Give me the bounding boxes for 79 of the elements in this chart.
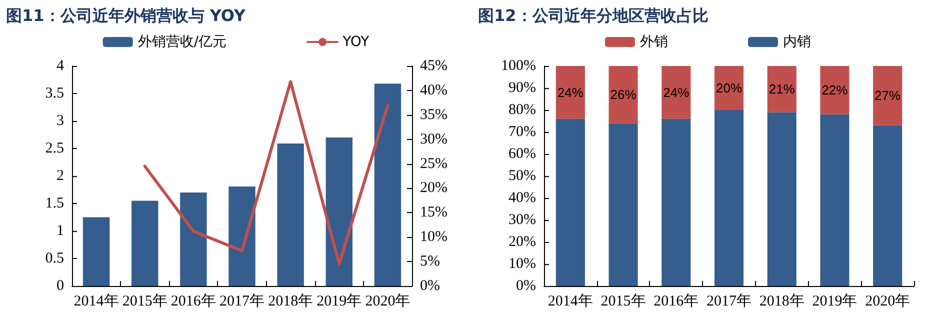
data-label: 20% — [716, 80, 742, 96]
bar — [820, 114, 850, 286]
x-tick-label: 2016年 — [654, 292, 699, 310]
chart-title: 图11：公司近年外销营收与 YOY — [6, 6, 246, 27]
data-label: 24% — [557, 84, 584, 100]
y-tick-label: 80% — [508, 102, 536, 118]
bar — [556, 118, 585, 286]
data-label: 26% — [610, 87, 637, 102]
bar — [326, 138, 352, 286]
x-tick-label: 2017年 — [220, 292, 264, 310]
x-tick-label: 2015年 — [600, 292, 646, 310]
y2-tick-label: 30% — [420, 131, 448, 148]
y-tick-label: 70% — [508, 124, 536, 140]
bar — [82, 217, 110, 286]
y-tick-label: 2 — [56, 168, 64, 184]
chart-title: 图12：公司近年分地区营收占比 — [478, 6, 708, 27]
y2-tick-label: 0% — [420, 278, 440, 294]
y2-tick-label: 20% — [420, 180, 448, 196]
y2-tick-label: 45% — [420, 58, 448, 74]
bar — [662, 66, 691, 119]
y-tick-label: 0 — [56, 278, 64, 294]
data-label: 21% — [768, 82, 796, 97]
bar — [820, 66, 850, 114]
y-tick-label: 1 — [56, 223, 64, 239]
legend-label: YOY — [342, 34, 370, 50]
y-tick-label: 2.5 — [45, 140, 64, 156]
x-tick-label: 2018年 — [759, 292, 804, 310]
data-label: 27% — [874, 88, 902, 104]
y-tick-label: 90% — [508, 80, 536, 96]
bar — [132, 200, 158, 286]
legend-label: 外销营收/亿元 — [138, 34, 227, 50]
bar — [180, 192, 207, 286]
legend-label: 内销 — [783, 34, 811, 50]
x-tick-label: 2018年 — [268, 292, 314, 310]
legend-label: 外销 — [640, 34, 668, 50]
y-tick-label: 30% — [508, 212, 536, 228]
bar — [714, 66, 744, 110]
y2-tick-label: 5% — [420, 254, 440, 270]
bar — [767, 66, 796, 112]
y2-tick-label: 35% — [420, 106, 448, 123]
bar — [277, 144, 304, 286]
y-tick-label: 1.5 — [45, 196, 64, 212]
bar — [608, 66, 638, 124]
x-tick-label: 2014年 — [74, 292, 119, 310]
bar — [608, 123, 638, 286]
x-tick-label: 2015年 — [122, 292, 168, 310]
y-tick-label: 4 — [56, 58, 64, 74]
bar — [873, 125, 902, 286]
y-tick-label: 20% — [508, 234, 536, 250]
bar — [767, 112, 796, 286]
bar — [873, 66, 902, 126]
y2-tick-label: 15% — [420, 204, 448, 221]
y-tick-label: 0.5 — [45, 250, 64, 266]
x-tick-label: 2014年 — [548, 292, 593, 310]
bar — [662, 118, 691, 286]
x-tick-label: 2016年 — [170, 292, 216, 310]
y2-tick-label: 40% — [420, 82, 448, 98]
x-tick-label: 2020年 — [365, 292, 410, 310]
bar — [228, 186, 256, 286]
bar — [374, 84, 402, 286]
line-series — [143, 80, 390, 266]
y-tick-label: 40% — [508, 190, 536, 206]
x-tick-label: 2019年 — [812, 292, 858, 310]
y2-tick-label: 25% — [420, 156, 448, 172]
bar — [556, 66, 585, 119]
y-tick-label: 3 — [56, 113, 64, 129]
data-label: 24% — [663, 84, 690, 100]
y-tick-label: 10% — [508, 256, 536, 272]
x-tick-label: 2019年 — [316, 292, 362, 310]
y-tick-label: 50% — [508, 168, 536, 184]
x-tick-label: 2020年 — [865, 292, 910, 310]
y-tick-label: 60% — [508, 146, 536, 162]
y-tick-label: 0% — [516, 278, 536, 294]
data-label: 22% — [822, 82, 848, 98]
y-tick-label: 3.5 — [45, 86, 64, 102]
y2-tick-label: 10% — [420, 229, 448, 246]
x-tick-label: 2017年 — [706, 292, 752, 310]
y-tick-label: 100% — [501, 58, 536, 74]
bar — [714, 110, 744, 286]
